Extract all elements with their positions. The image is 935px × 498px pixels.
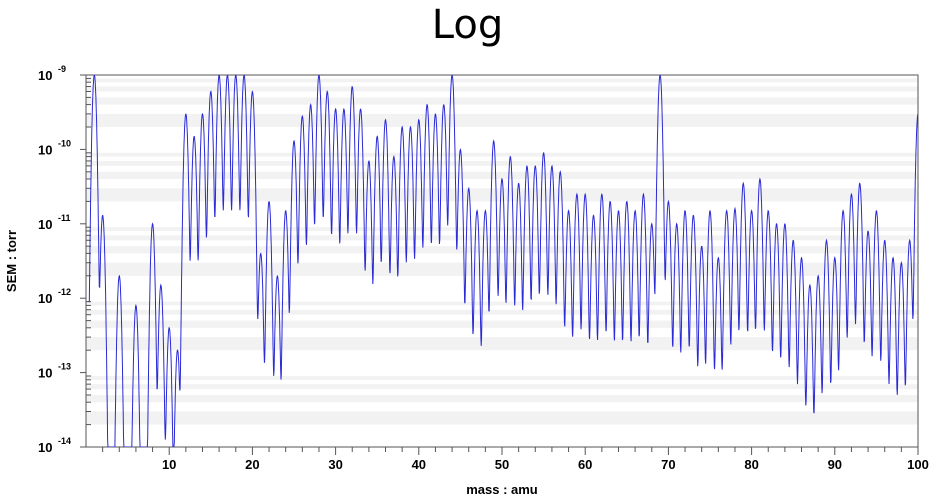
x-axis-ticks: 10 20 30 40 50 60 70 80 90 100 (162, 447, 929, 472)
grid-band (86, 262, 918, 276)
x-tick-label: 40 (412, 457, 426, 472)
x-tick-label: 80 (744, 457, 758, 472)
grid-band (86, 301, 918, 306)
y-tick-exponent: -10 (58, 138, 71, 148)
grid-band (86, 78, 918, 83)
y-tick-exponent: -14 (58, 436, 71, 446)
grid-band (86, 227, 918, 232)
grid-band (86, 86, 918, 92)
y-axis-ticks: 10 -9 10 -10 10 -11 10 -12 10 -13 10 -14 (38, 64, 86, 455)
grid-band (86, 320, 918, 328)
y-tick-label: 10 (38, 291, 52, 306)
grid-bands (86, 78, 918, 425)
y-axis-title: SEM : torr (4, 230, 19, 292)
x-tick-label: 70 (661, 457, 675, 472)
grid-band (86, 376, 918, 380)
y-tick-label: 10 (38, 366, 52, 381)
x-tick-label: 30 (328, 457, 342, 472)
x-tick-label: 100 (907, 457, 929, 472)
grid-band (86, 394, 918, 403)
y-tick-label: 10 (38, 440, 52, 455)
y-tick-label: 10 (38, 68, 52, 83)
x-tick-label: 10 (162, 457, 176, 472)
y-minor-ticks (86, 77, 91, 426)
y-tick-exponent: -12 (58, 287, 71, 297)
y-tick-label: 10 (38, 217, 52, 232)
y-tick-label: 10 (38, 142, 52, 157)
x-tick-label: 90 (828, 457, 842, 472)
plot-frame (85, 74, 919, 448)
y-tick-exponent: -11 (58, 213, 71, 223)
grid-band (86, 235, 918, 241)
grid-band (86, 337, 918, 351)
series-line (88, 75, 918, 447)
grid-band (86, 246, 918, 254)
x-minor-ticks (102, 447, 902, 452)
grid-band (86, 384, 918, 390)
y-tick-exponent: -13 (58, 362, 71, 372)
x-tick-label: 20 (245, 457, 259, 472)
chart-title: Log (431, 2, 504, 48)
grid-band (86, 160, 918, 166)
grid-band (86, 411, 918, 425)
grid-band (86, 152, 918, 157)
y-tick-exponent: -9 (58, 64, 66, 74)
x-tick-label: 60 (578, 457, 592, 472)
grid-band (86, 171, 918, 180)
grid-band (86, 113, 918, 128)
grid-band (86, 309, 918, 315)
x-tick-label: 50 (495, 457, 509, 472)
grid-band (86, 188, 918, 202)
x-axis-title: mass : amu (466, 482, 538, 497)
grid-band (86, 97, 918, 105)
